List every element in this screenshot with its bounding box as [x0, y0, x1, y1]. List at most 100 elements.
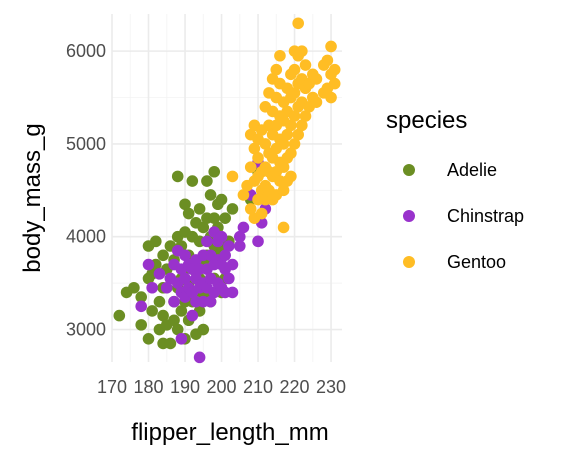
legend-item-gentoo: Gentoo: [403, 252, 506, 272]
data-point: [325, 91, 337, 104]
data-point: [288, 87, 301, 99]
data-point: [142, 333, 155, 345]
x-tick-label: 190: [170, 377, 200, 397]
x-tick-label: 200: [207, 377, 237, 397]
y-axis-title: body_mass_g: [19, 123, 46, 272]
data-point: [321, 54, 334, 67]
y-axis-ticks: 3000 4000 5000 6000: [66, 41, 106, 339]
data-point: [113, 309, 126, 322]
data-point: [175, 333, 188, 345]
x-tick-label: 170: [97, 377, 127, 397]
data-point: [285, 170, 297, 183]
data-point: [226, 286, 239, 299]
data-point: [285, 119, 297, 132]
data-point: [233, 240, 246, 252]
data-point: [288, 63, 301, 76]
data-point: [182, 207, 195, 220]
data-point: [325, 40, 337, 53]
data-point: [146, 305, 158, 317]
data-point: [285, 147, 297, 159]
data-point: [277, 221, 290, 234]
data-point: [226, 258, 239, 271]
data-point: [219, 212, 231, 224]
points-layer: [113, 17, 341, 364]
data-point: [296, 119, 308, 132]
data-point: [168, 314, 180, 327]
data-point: [281, 128, 294, 141]
data-point: [197, 323, 210, 336]
data-point: [288, 138, 301, 150]
legend-items: Adelie Chinstrap Gentoo: [403, 160, 524, 272]
data-point: [179, 198, 191, 211]
data-point: [223, 240, 235, 252]
data-point: [288, 110, 301, 122]
data-point: [208, 212, 221, 224]
data-point: [128, 281, 140, 294]
y-tick-label: 6000: [66, 41, 106, 61]
data-point: [252, 235, 264, 248]
data-point: [150, 235, 162, 248]
data-point: [292, 128, 304, 141]
data-point: [237, 189, 250, 201]
data-point: [252, 152, 264, 164]
data-point: [197, 221, 210, 234]
data-point: [219, 249, 231, 262]
legend-key: [403, 256, 415, 268]
data-point: [310, 73, 323, 85]
data-point: [259, 138, 272, 150]
data-point: [215, 230, 228, 243]
data-point: [193, 203, 206, 215]
legend-key: [403, 210, 415, 222]
data-point: [237, 221, 250, 234]
legend-item-chinstrap: Chinstrap: [403, 206, 524, 226]
x-tick-label: 230: [316, 377, 346, 397]
data-point: [193, 351, 206, 364]
data-point: [135, 300, 148, 313]
data-point: [179, 249, 191, 262]
legend-label: Chinstrap: [447, 206, 524, 226]
data-point: [157, 249, 169, 262]
y-tick-label: 3000: [66, 320, 106, 340]
data-point: [299, 110, 312, 122]
data-point: [160, 281, 173, 294]
x-axis-ticks: 170 180 190 200 210 220 230: [97, 377, 346, 397]
data-point: [201, 175, 213, 187]
series-chinstrap: [135, 156, 272, 364]
x-axis-title: flipper_length_mm: [131, 419, 328, 446]
data-point: [226, 170, 239, 183]
data-point: [255, 207, 268, 220]
legend-label: Gentoo: [447, 252, 506, 272]
x-tick-label: 220: [280, 377, 310, 397]
data-point: [153, 268, 166, 280]
legend-label: Adelie: [447, 160, 497, 180]
data-point: [208, 165, 221, 178]
data-point: [153, 295, 166, 308]
data-point: [201, 235, 213, 248]
data-point: [223, 272, 235, 285]
data-point: [164, 337, 177, 350]
data-point: [168, 295, 180, 308]
data-point: [175, 305, 188, 317]
data-point: [135, 319, 148, 331]
data-point: [244, 161, 257, 173]
data-point: [179, 272, 191, 285]
legend-key: [403, 164, 415, 176]
data-point: [215, 193, 228, 206]
data-point: [204, 295, 217, 308]
data-point: [277, 184, 290, 197]
data-point: [186, 309, 199, 322]
data-point: [226, 203, 239, 215]
y-tick-label: 5000: [66, 134, 106, 154]
series-gentoo: [226, 17, 341, 234]
data-point: [204, 189, 217, 201]
data-point: [135, 291, 148, 303]
data-point: [157, 309, 169, 322]
data-point: [233, 230, 246, 243]
data-point: [270, 63, 283, 76]
data-point: [186, 175, 199, 187]
data-point: [328, 63, 341, 76]
data-point: [274, 49, 286, 62]
data-point: [328, 77, 341, 90]
